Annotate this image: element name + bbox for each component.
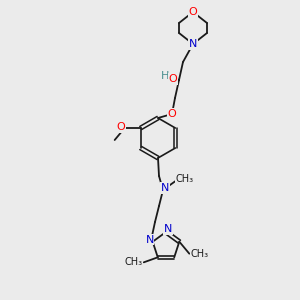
Text: N: N [161, 183, 169, 193]
Text: O: O [189, 7, 197, 17]
Text: O: O [168, 109, 176, 119]
Text: CH₃: CH₃ [176, 174, 194, 184]
Text: N: N [146, 235, 154, 245]
Text: N: N [189, 39, 197, 49]
Text: CH₃: CH₃ [125, 257, 143, 267]
Text: H: H [161, 71, 169, 81]
Text: N: N [164, 224, 172, 234]
Text: CH₃: CH₃ [190, 249, 208, 259]
Text: O: O [169, 74, 177, 84]
Text: O: O [116, 122, 125, 132]
